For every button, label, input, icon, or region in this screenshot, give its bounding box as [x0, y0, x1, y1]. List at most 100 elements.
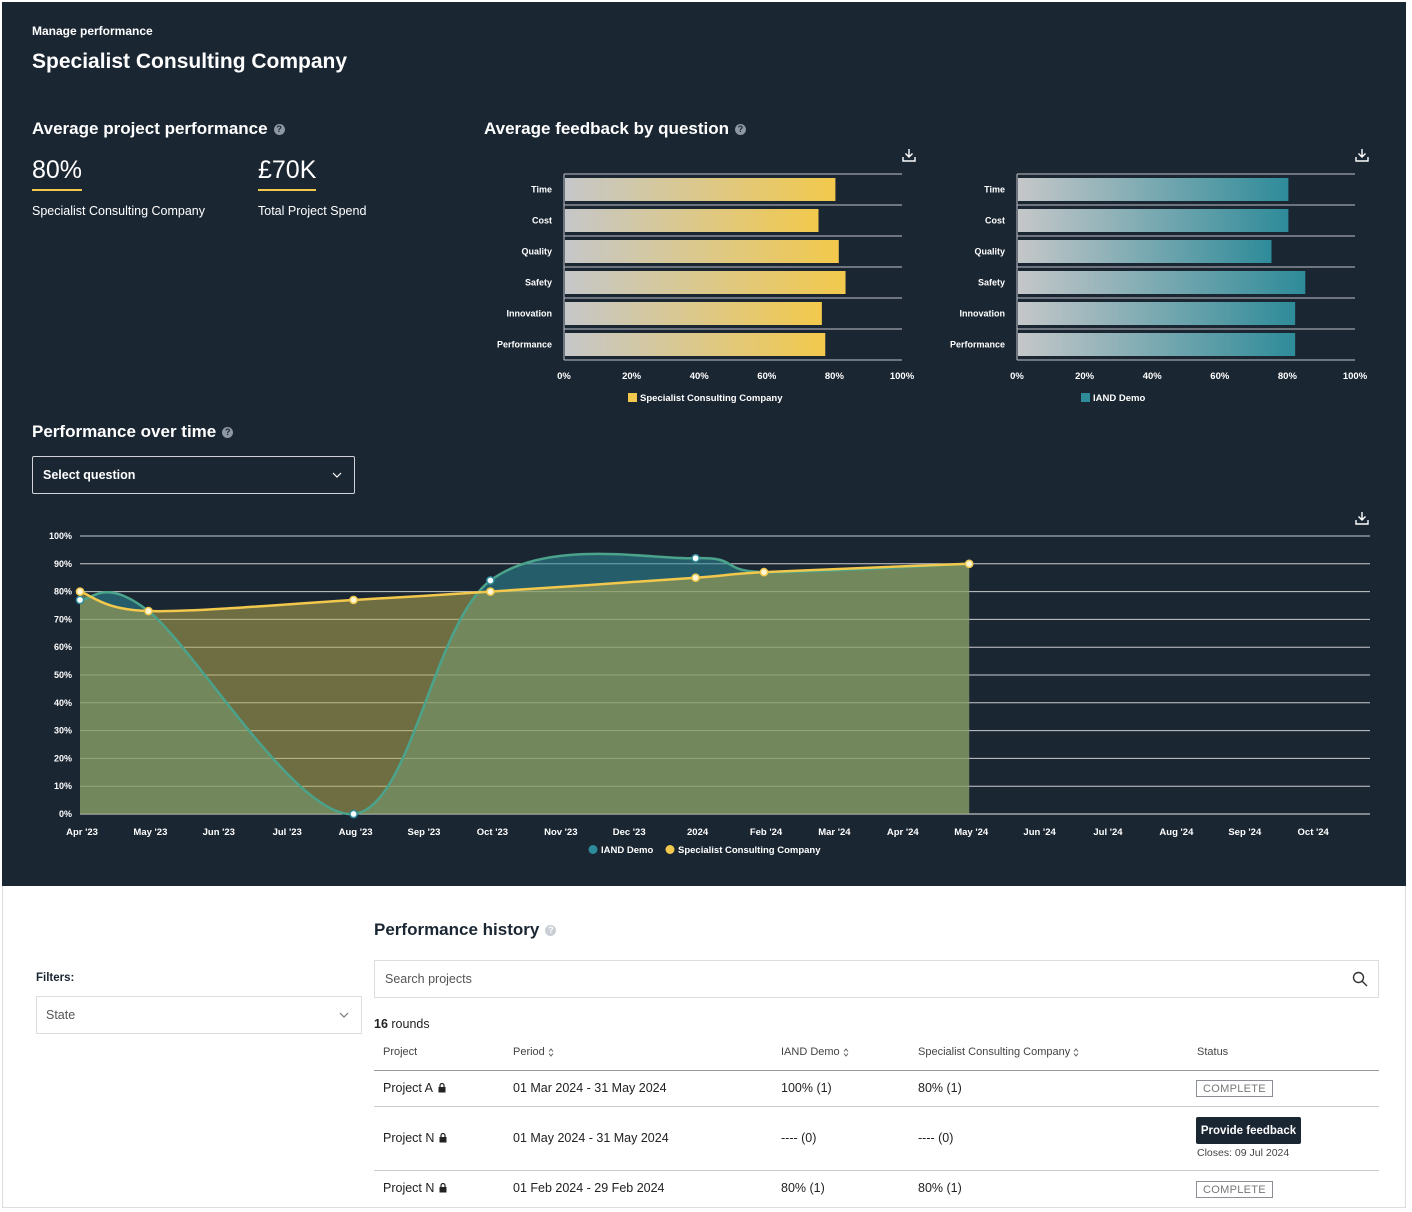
row-divider	[374, 1170, 1379, 1171]
lock-icon	[438, 1083, 446, 1093]
lock-icon	[439, 1183, 447, 1193]
data-point	[759, 567, 769, 577]
state-filter-dropdown[interactable]: State	[36, 996, 362, 1034]
y-tick-label: 50%	[54, 670, 72, 680]
bar	[1018, 240, 1272, 263]
category-label: Cost	[532, 216, 552, 226]
help-icon[interactable]: ?	[273, 123, 285, 135]
chevron-down-icon	[332, 472, 342, 478]
performance-over-time-chart: 0% 10% 20% 30% 40% 50% 60% 70% 80% 90% 100% Apr '23…	[49, 531, 1370, 856]
search-placeholder: Search projects	[385, 972, 472, 986]
column-header-period[interactable]: Period	[513, 1046, 554, 1058]
data-point	[75, 587, 85, 596]
chevron-down-icon	[339, 1012, 349, 1018]
download-icon[interactable]	[901, 147, 917, 163]
tick-label: 60%	[757, 371, 777, 382]
table-row-project[interactable]: Project N	[383, 1131, 447, 1145]
status-badge: COMPLETE	[1196, 1080, 1273, 1097]
series-line	[79, 562, 970, 613]
data-point	[349, 809, 358, 819]
perf-over-time-title-text: Performance over time	[32, 422, 217, 441]
legend-label: Specialist Consulting Company	[678, 845, 821, 856]
x-tick-label: May '23	[133, 827, 167, 838]
y-tick-label: 40%	[54, 698, 72, 708]
help-icon[interactable]: ?	[222, 426, 234, 438]
table-row-iand: 100% (1)	[781, 1081, 832, 1095]
data-point	[144, 606, 153, 616]
kpi-performance-label: Specialist Consulting Company	[32, 204, 206, 218]
table-row-period: 01 Mar 2024 - 31 May 2024	[513, 1081, 667, 1095]
x-tick-label: Jul '23	[273, 827, 302, 838]
bar	[565, 178, 836, 201]
y-tick-label: 100%	[49, 531, 72, 541]
tick-label: 100%	[890, 371, 915, 382]
avg-feedback-title-text: Average feedback by question	[484, 119, 730, 138]
performance-history-title-text: Performance history	[374, 920, 540, 939]
tick-label: 40%	[690, 371, 710, 382]
y-tick-label: 90%	[54, 559, 72, 569]
legend-label: IAND Demo	[1093, 393, 1145, 404]
data-point	[691, 573, 700, 583]
perf-over-time-title: Performance over time ?	[32, 422, 234, 442]
help-icon[interactable]: ?	[545, 924, 557, 936]
y-tick-label: 0%	[59, 809, 72, 819]
provide-feedback-button[interactable]: Provide feedback	[1196, 1117, 1301, 1144]
table-row-period: 01 May 2024 - 31 May 2024	[513, 1131, 669, 1145]
help-icon[interactable]: ?	[735, 123, 747, 135]
category-label: Quality	[521, 247, 552, 257]
x-tick-label: Jun '24	[1023, 827, 1056, 838]
iand-feedback-bar-chart: Time Cost Quality Safety Innovation Performan…	[950, 173, 1368, 404]
table-row-company: 80% (1)	[918, 1181, 962, 1195]
table-row-project[interactable]: Project A	[383, 1081, 446, 1095]
bar	[1018, 209, 1289, 232]
data-point	[691, 553, 700, 563]
x-tick-label: Feb '24	[750, 827, 783, 838]
series-area	[80, 563, 970, 814]
y-tick-label: 10%	[54, 781, 72, 791]
column-header-iand[interactable]: IAND Demo	[781, 1046, 849, 1058]
x-tick-label: Jun '23	[203, 827, 235, 838]
table-row-project[interactable]: Project N	[383, 1181, 447, 1195]
avg-performance-title: Average project performance ?	[32, 119, 285, 139]
select-question-dropdown[interactable]: Select question	[32, 456, 355, 494]
dashboard-panel: Manage performance Specialist Consulting…	[2, 2, 1406, 886]
bar	[1018, 333, 1296, 356]
kpi-performance-value: 80%	[32, 156, 83, 191]
category-label: Time	[984, 185, 1005, 195]
avg-performance-title-text: Average project performance	[32, 119, 268, 138]
data-point	[75, 595, 85, 605]
search-icon[interactable]	[1352, 971, 1368, 987]
state-filter-label: State	[46, 1008, 76, 1022]
bar	[565, 240, 839, 263]
bar	[1018, 302, 1296, 325]
sort-icon	[548, 1047, 554, 1057]
data-point	[486, 587, 495, 596]
column-header-company[interactable]: Specialist Consulting Company	[918, 1046, 1079, 1058]
x-tick-label: Mar '24	[818, 827, 851, 838]
table-row-iand: 80% (1)	[781, 1181, 825, 1195]
tick-label: 20%	[1075, 371, 1095, 382]
x-tick-label: Jul '24	[1093, 827, 1123, 838]
legend-swatch	[628, 393, 637, 402]
bar	[565, 333, 826, 356]
company-feedback-bar-chart: Time Cost Quality Safety Innovation Performan…	[497, 173, 915, 404]
x-tick-label: May '24	[954, 827, 989, 838]
bar	[565, 209, 819, 232]
table-row-company: 80% (1)	[918, 1081, 962, 1095]
table-row-company: ---- (0)	[918, 1131, 954, 1145]
category-label: Cost	[985, 216, 1005, 226]
legend-swatch	[1081, 393, 1090, 402]
tick-label: 0%	[557, 371, 571, 382]
select-question-label: Select question	[43, 468, 136, 482]
column-header-status: Status	[1197, 1046, 1229, 1058]
legend-marker	[588, 845, 598, 854]
search-projects-input[interactable]: Search projects	[374, 960, 1379, 998]
x-tick-label: Sep '23	[408, 827, 441, 838]
rounds-count: 16 rounds	[374, 1017, 430, 1031]
download-icon[interactable]	[1354, 510, 1370, 526]
x-tick-label: Sep '24	[1228, 827, 1262, 838]
category-label: Quality	[974, 247, 1005, 257]
download-icon[interactable]	[1354, 147, 1370, 163]
breadcrumb: Manage performance	[32, 24, 153, 38]
category-label: Safety	[978, 278, 1005, 288]
